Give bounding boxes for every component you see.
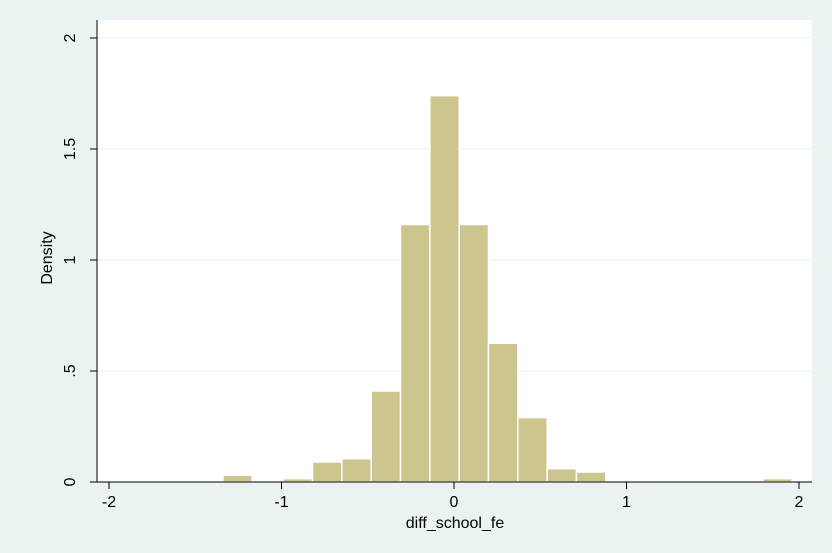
histogram-bar [458, 223, 490, 483]
histogram-bar [517, 416, 548, 483]
histogram-bar [546, 467, 578, 483]
x-axis: -2 -1 0 1 2 [97, 481, 812, 511]
histogram-bars [222, 94, 793, 483]
histogram-bar [370, 390, 402, 483]
histogram-bar [575, 471, 607, 483]
y-tick-label: 1.5 [62, 138, 79, 160]
histogram-bar [429, 94, 460, 483]
y-tick-label: 2 [62, 33, 79, 42]
histogram-bar [222, 474, 253, 483]
histogram-bar [487, 342, 519, 483]
x-axis-title: diff_school_fe [406, 515, 505, 532]
y-tick-label: 1 [62, 255, 79, 264]
y-tick-label: .5 [62, 364, 79, 377]
histogram-bar [311, 461, 343, 483]
histogram-bar [399, 223, 431, 483]
x-tick-label: 1 [622, 494, 631, 511]
x-tick-label: -1 [274, 494, 288, 511]
y-axis-title: Density [39, 231, 56, 284]
y-tick-label: 0 [62, 477, 79, 486]
x-tick-label: 2 [795, 494, 804, 511]
x-tick-label: 0 [450, 494, 459, 511]
y-axis: 0 .5 1 1.5 2 [62, 20, 98, 486]
histogram-bar [341, 457, 372, 483]
x-tick-label: -2 [102, 494, 116, 511]
